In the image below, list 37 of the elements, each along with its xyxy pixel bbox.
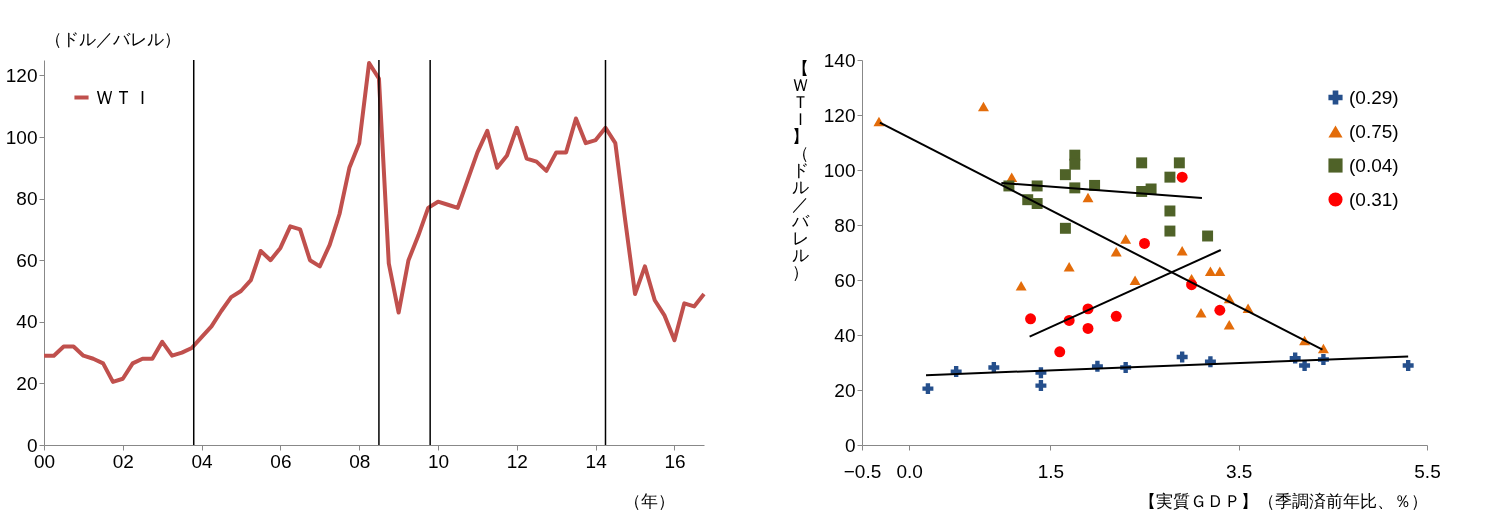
y-tick-label: 40 [16,311,38,333]
y-tick-label: 100 [823,159,856,181]
x-tick-label: 12 [506,450,528,472]
y-tick-label: 140 [823,49,856,71]
text: 【ＷＴＩ】（ドル／バレル） [792,58,809,282]
y-axis-title: （ドル／バレル） [44,29,181,49]
y-tick-label: 80 [834,214,856,236]
legend-label: (0.29) [1349,86,1399,108]
x-axis-title: （年） [623,491,675,511]
y-tick-label: 20 [16,372,38,394]
x-tick-label: 3.5 [1225,460,1253,482]
x-tick-label: 1.5 [1037,460,1065,482]
x-tick-label: −0.5 [843,460,882,482]
legend-label: (0.04) [1349,154,1399,176]
legend-label: (0.31) [1349,188,1399,210]
y-tick-label: 120 [5,64,38,86]
x-tick-label: 08 [349,450,371,472]
y-tick-label: 40 [834,324,856,346]
x-axis-title: 【実質ＧＤＰ】（季調済前年比、％） [1138,491,1428,511]
y-tick-label: 0 [844,434,856,456]
y-tick-label: 60 [834,269,856,291]
x-tick-label: 06 [270,450,292,472]
y-tick-label: 20 [834,379,856,401]
x-tick-label: 02 [112,450,134,472]
x-tick-label: 10 [427,450,450,472]
y-tick-label: 120 [823,104,856,126]
y-tick-label: 0 [26,434,38,456]
x-tick-label: 04 [191,450,214,472]
x-tick-label: 14 [585,450,608,472]
legend-label: (0.75) [1349,120,1399,142]
y-tick-label: 80 [16,188,38,210]
y-tick-label: 100 [5,126,38,148]
x-tick-label: 0.0 [896,460,923,482]
x-tick-label: 5.5 [1414,460,1441,482]
x-tick-label: 16 [664,450,686,472]
y-tick-label: 60 [16,249,38,271]
legend-label: ＷＴＩ [95,86,152,108]
